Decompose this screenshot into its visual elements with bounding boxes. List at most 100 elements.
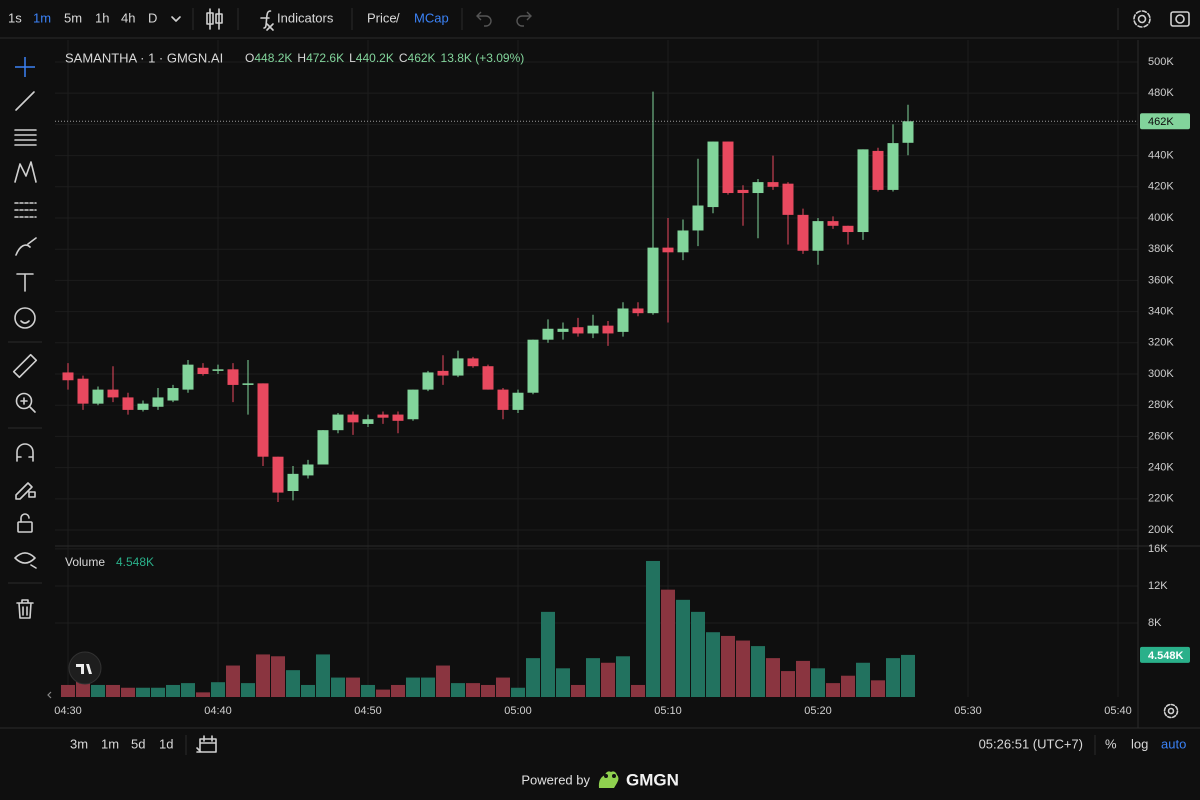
interval-menu[interactable]	[171, 16, 181, 22]
volume-bar	[496, 677, 510, 697]
indicators-icon[interactable]	[260, 10, 274, 31]
lock-drawings[interactable]	[15, 482, 36, 500]
volume-bar	[421, 677, 435, 697]
x-tick-label: 04:30	[54, 705, 82, 717]
last-volume-badge	[1140, 646, 1190, 663]
text-tool[interactable]	[16, 273, 34, 292]
hide-tool[interactable]	[14, 552, 37, 569]
axis-settings[interactable]	[1163, 703, 1179, 719]
volume-bar	[241, 683, 255, 697]
redo[interactable]	[516, 11, 532, 27]
y-tick-label: 400K	[1148, 212, 1174, 224]
candle-body	[152, 397, 164, 407]
candle-body	[572, 327, 584, 334]
magnet-tool[interactable]	[16, 443, 34, 462]
volume-bar	[481, 684, 495, 697]
candle-body	[602, 325, 614, 334]
volume-bar	[361, 684, 375, 697]
candle-body	[647, 247, 659, 314]
legend-change: 13.8K (+3.09%)	[441, 51, 525, 65]
candle-body	[302, 464, 314, 476]
lock-tool[interactable]	[17, 513, 33, 533]
scale-option[interactable]: %	[1105, 736, 1117, 751]
zoom-tool[interactable]	[15, 392, 36, 413]
trendline-tool[interactable]	[15, 91, 35, 111]
volume-bar	[91, 684, 105, 697]
prediction-tool[interactable]	[14, 202, 37, 218]
legend-label: O	[245, 51, 254, 65]
candle-body	[287, 473, 299, 492]
candle-body	[587, 325, 599, 334]
candle-body	[257, 383, 269, 457]
range-button[interactable]: 3m	[70, 736, 88, 751]
x-tick-label: 05:00	[504, 705, 532, 717]
interval[interactable]: 1m	[33, 10, 51, 25]
y-tick-label: 340K	[1148, 306, 1174, 318]
candle-body	[692, 205, 704, 231]
candle-body	[722, 141, 734, 194]
volume-bar	[346, 677, 360, 697]
range-button[interactable]: 5d	[131, 736, 145, 751]
brush-tool[interactable]	[15, 237, 37, 256]
candle-body	[872, 150, 884, 190]
interval[interactable]: 1s	[8, 10, 22, 25]
volume-bar	[526, 658, 540, 697]
volume-bar	[226, 665, 240, 697]
volume-bar	[571, 684, 585, 697]
chart-type-button[interactable]	[206, 8, 223, 30]
delete-tool[interactable]	[16, 599, 34, 619]
interval[interactable]: 4h	[121, 10, 135, 25]
settings[interactable]	[1133, 10, 1151, 28]
volume-bar	[121, 687, 135, 697]
screenshot[interactable]	[1170, 11, 1190, 27]
volume-bar	[886, 658, 900, 697]
icon	[1133, 10, 1151, 28]
candle-body	[77, 378, 89, 404]
range-button[interactable]: 1d	[159, 736, 173, 751]
interval[interactable]: D	[148, 10, 157, 25]
y-tick-label: 360K	[1148, 274, 1174, 286]
candle-body	[632, 308, 644, 314]
x-tick-label: 05:30	[954, 705, 982, 717]
goto-date[interactable]	[196, 735, 217, 753]
x-tick-label: 04:50	[354, 705, 382, 717]
indicators-button[interactable]: Indicators	[277, 10, 334, 25]
candle-body	[107, 389, 119, 398]
pattern-tool[interactable]	[14, 161, 37, 183]
candle-body	[842, 225, 854, 233]
interval[interactable]: 1h	[95, 10, 109, 25]
tradingview-logo[interactable]	[68, 651, 102, 685]
grid	[55, 40, 1138, 697]
volume-bar	[166, 684, 180, 697]
icon	[17, 521, 33, 533]
candle-body	[317, 430, 329, 465]
volume-bar	[661, 589, 675, 697]
scale-option[interactable]: log	[1131, 736, 1148, 751]
icon	[76, 664, 92, 674]
scroll-left[interactable]	[47, 691, 52, 699]
volume-bar	[196, 692, 210, 697]
volume-bar	[871, 680, 885, 697]
volume-bar	[556, 668, 570, 697]
candle-body	[902, 121, 914, 143]
volume-bar	[706, 632, 720, 697]
undo[interactable]	[476, 11, 492, 27]
candle-body	[782, 183, 794, 215]
mcap-toggle[interactable]: MCap	[414, 10, 449, 25]
emoji-tool[interactable]	[14, 307, 36, 329]
interval[interactable]: 5m	[64, 10, 82, 25]
ruler-tool[interactable]	[12, 353, 38, 379]
crosshair-tool[interactable]	[15, 57, 35, 77]
powered-by: Powered by	[521, 772, 590, 787]
volume-bar	[751, 646, 765, 697]
fib-tool[interactable]	[14, 129, 37, 146]
volume-bar	[301, 684, 315, 697]
volume-bar	[181, 683, 195, 697]
candle-body	[167, 388, 179, 401]
price-toggle[interactable]: Price	[367, 10, 397, 25]
x-tick-label: 05:10	[654, 705, 682, 717]
scale-option[interactable]: auto	[1161, 736, 1186, 751]
range-button[interactable]: 1m	[101, 736, 119, 751]
legend-value: 462K	[408, 51, 436, 65]
